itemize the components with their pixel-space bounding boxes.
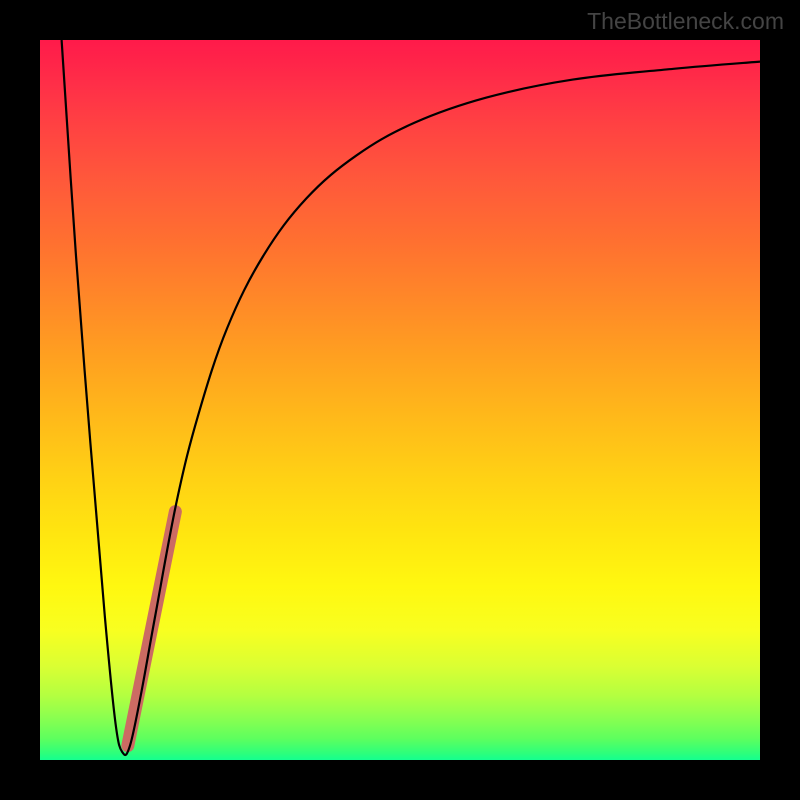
chart-background-gradient — [40, 40, 760, 760]
chart-plot-area — [40, 40, 760, 760]
watermark-text: TheBottleneck.com — [587, 8, 784, 35]
